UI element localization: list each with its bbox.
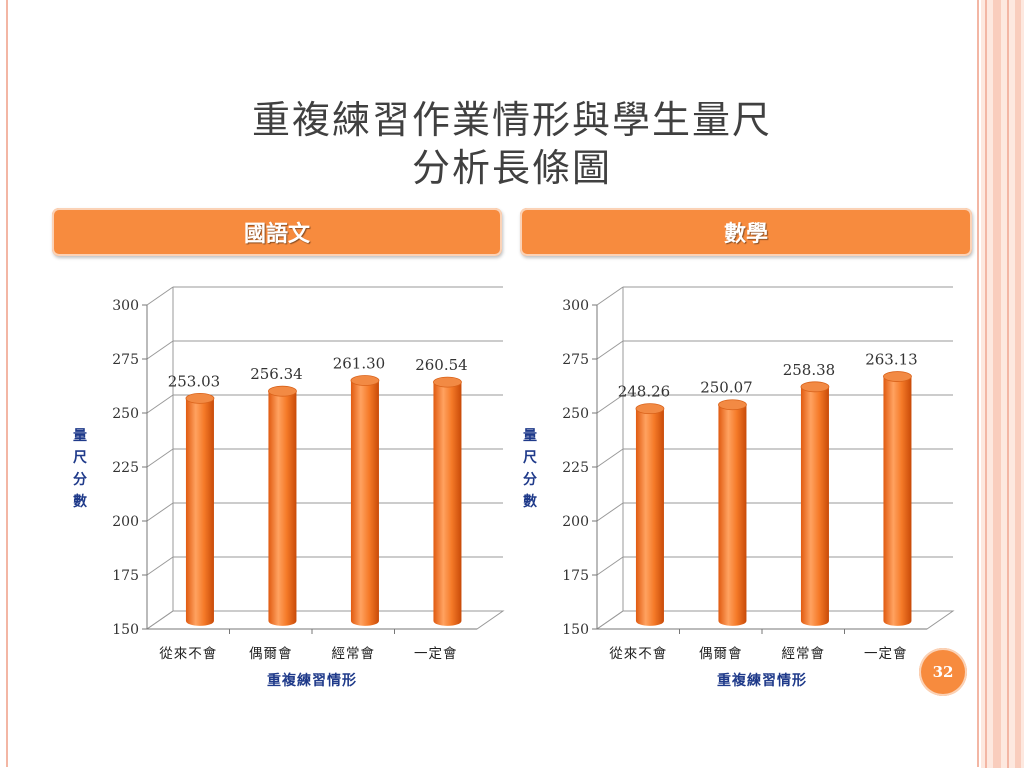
- gridline-side: [596, 394, 624, 414]
- bar-body: [185, 398, 214, 626]
- bar: [635, 403, 665, 626]
- x-axis-title: 重複練習情形: [717, 672, 807, 689]
- bar-body: [883, 376, 912, 626]
- y-tick-label: 200: [112, 514, 139, 530]
- slide-title-line1: 重複練習作業情形與學生量尺: [251, 98, 772, 142]
- bar: [433, 376, 462, 626]
- bar: [350, 375, 380, 626]
- bar: [718, 399, 747, 626]
- header-left: 國語文: [52, 208, 502, 256]
- bar: [185, 392, 215, 626]
- y-axis-title-char: 數: [523, 493, 537, 510]
- gridline-side: [146, 286, 174, 306]
- page-number-badge: 32: [919, 648, 967, 696]
- y-axis-title-char: 尺: [523, 450, 537, 466]
- header-right: 數學: [520, 208, 972, 256]
- bar-body: [433, 382, 462, 626]
- gridline-side: [146, 502, 174, 522]
- gridline-side: [596, 502, 624, 522]
- data-label: 256.34: [250, 365, 303, 383]
- gridline-side: [596, 448, 624, 468]
- bar-top: [800, 381, 830, 393]
- bar-top: [883, 371, 912, 382]
- y-tick-label: 150: [112, 622, 139, 638]
- bar: [883, 371, 912, 626]
- bar-top: [185, 392, 215, 404]
- y-tick-label: 275: [112, 352, 139, 368]
- slide-frame: [6, 0, 979, 767]
- y-tick-label: 200: [562, 514, 589, 530]
- data-label: 263.13: [865, 351, 918, 369]
- bar-top: [350, 375, 380, 386]
- gridline-side: [146, 340, 174, 360]
- x-tick-label: 經常會: [332, 646, 376, 662]
- y-tick-label: 275: [562, 352, 589, 368]
- header-right-label: 數學: [723, 222, 768, 247]
- y-tick-label: 175: [112, 568, 139, 584]
- bar-body: [800, 386, 829, 626]
- y-axis-title-char: 量: [523, 428, 537, 444]
- y-tick-label: 250: [112, 406, 139, 422]
- y-axis-title-char: 分: [523, 472, 537, 488]
- bar-top: [718, 399, 747, 411]
- bar: [800, 381, 830, 626]
- data-label: 253.03: [168, 372, 221, 390]
- gridline-side: [146, 448, 174, 468]
- y-tick-label: 225: [562, 460, 589, 476]
- y-axis-title-char: 分: [73, 472, 87, 488]
- bar-top: [433, 376, 462, 388]
- bar-top: [268, 385, 297, 397]
- x-axis-title: 重複練習情形: [267, 672, 357, 689]
- y-tick-label: 250: [562, 406, 589, 422]
- header-left-label: 國語文: [243, 222, 310, 247]
- x-tick-label: 一定會: [864, 646, 908, 662]
- bar-top: [635, 403, 665, 415]
- data-label: 260.54: [415, 356, 468, 374]
- gridline-side: [596, 286, 624, 306]
- bar: [268, 385, 297, 626]
- gridline-side: [146, 556, 174, 576]
- x-tick-label: 偶爾會: [699, 646, 743, 662]
- y-tick-label: 150: [562, 622, 589, 638]
- gridline-side: [596, 556, 624, 576]
- data-label: 248.26: [618, 383, 671, 401]
- x-tick-label: 從來不會: [609, 646, 667, 662]
- y-tick-label: 225: [112, 460, 139, 476]
- bar-body: [268, 391, 297, 626]
- y-tick-label: 175: [562, 568, 589, 584]
- y-axis-title-char: 尺: [73, 450, 87, 466]
- y-tick-label: 300: [562, 298, 589, 314]
- chart-left: 150 175 200 225 250 275 300 253.03 從來不會 256.34 偶爾會…: [73, 286, 505, 689]
- gridline-side: [146, 394, 174, 414]
- x-tick-label: 經常會: [782, 646, 826, 662]
- y-axis-title-char: 數: [73, 493, 87, 510]
- data-label: 261.30: [333, 354, 386, 372]
- x-tick-label: 偶爾會: [249, 646, 293, 662]
- data-label: 250.07: [700, 379, 753, 397]
- slide-title-line2: 分析長條圖: [411, 146, 612, 190]
- chart-right: 150 175 200 225 250 275 300 248.26 從來不會 250.07 偶爾會…: [523, 286, 955, 689]
- bar-body: [350, 380, 379, 626]
- bar-body: [635, 408, 664, 626]
- data-label: 258.38: [783, 361, 836, 379]
- gridline-side: [596, 340, 624, 360]
- page-number: 32: [932, 663, 954, 681]
- x-tick-label: 從來不會: [159, 646, 217, 662]
- y-axis-title-char: 量: [73, 428, 87, 444]
- bar-body: [718, 404, 747, 626]
- slide-title: 重複練習作業情形與學生量尺 分析長條圖: [0, 96, 1024, 192]
- x-tick-label: 一定會: [414, 646, 458, 662]
- y-tick-label: 300: [112, 298, 139, 314]
- right-border-stripes: [981, 0, 1024, 768]
